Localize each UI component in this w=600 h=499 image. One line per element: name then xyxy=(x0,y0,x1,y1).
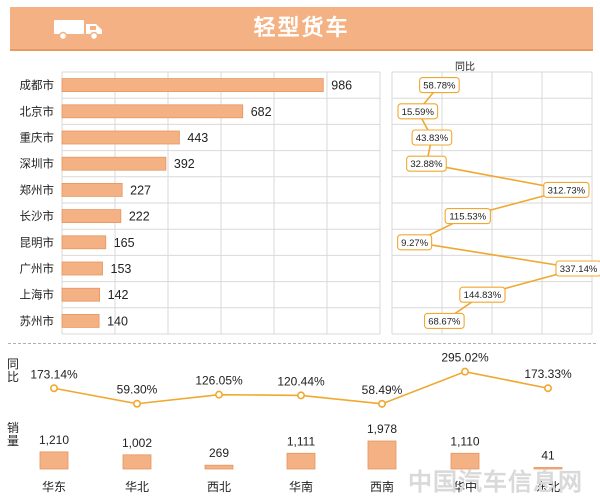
data-point xyxy=(296,391,305,400)
data-label-box xyxy=(444,208,491,225)
sales-side-label: 销 xyxy=(7,421,20,435)
data-label: 144.83% xyxy=(464,290,502,301)
data-label: 682 xyxy=(251,105,272,119)
data-point xyxy=(215,390,224,399)
data-label: 1,210 xyxy=(39,433,69,447)
sales-side-label: 量 xyxy=(7,434,20,448)
data-point xyxy=(49,384,58,393)
data-label-box xyxy=(411,129,453,146)
data-label: 295.02% xyxy=(441,351,489,365)
data-label-box xyxy=(459,286,506,303)
bar xyxy=(533,467,563,470)
yoy-side-label: 比 xyxy=(7,370,20,384)
bar xyxy=(204,464,234,470)
data-label-box xyxy=(543,181,590,198)
category-label: 华北 xyxy=(125,480,149,494)
bar xyxy=(61,287,101,302)
data-label: 1,111 xyxy=(287,434,316,448)
data-label: 68.67% xyxy=(428,316,461,327)
city-yoy-line-chart: 同比 58.78% 15.59% 43.83% 32.88% 312.73% 115.53… xyxy=(391,61,600,335)
data-point xyxy=(377,399,386,408)
category-label: 郑州市 xyxy=(20,183,55,197)
region-chart: 173.14% 59.30% 126.05% 120.44% 58.49% 295.02%… xyxy=(30,351,572,494)
category-label: 深圳市 xyxy=(20,157,55,171)
data-label: 173.14% xyxy=(30,367,78,381)
bar xyxy=(61,130,180,145)
data-label: 227 xyxy=(130,183,151,197)
data-label: 32.88% xyxy=(410,159,443,170)
bar xyxy=(286,452,316,470)
data-label: 165 xyxy=(114,236,135,250)
data-label-box xyxy=(555,260,600,277)
bar xyxy=(39,451,69,470)
data-label: 153 xyxy=(111,262,132,276)
data-label-box xyxy=(397,103,439,120)
bar xyxy=(450,452,480,470)
data-label: 312.73% xyxy=(548,185,586,196)
category-label: 上海市 xyxy=(20,288,55,302)
page-title: 轻型货车 xyxy=(253,15,350,40)
data-label-box xyxy=(423,312,465,329)
data-point xyxy=(133,399,142,408)
category-label: 长沙市 xyxy=(20,209,55,223)
section-divider xyxy=(8,343,596,344)
category-label: 昆明市 xyxy=(20,235,55,249)
data-label: 115.53% xyxy=(449,212,486,223)
data-label: 986 xyxy=(331,79,352,93)
category-label: 西南 xyxy=(370,479,394,494)
watermark: 中国汽车信息网 xyxy=(408,469,583,496)
bar xyxy=(61,156,167,171)
data-label: 140 xyxy=(107,314,128,328)
data-label-box xyxy=(419,77,460,94)
data-point xyxy=(460,367,469,376)
category-label: 华中 xyxy=(453,479,477,494)
yoy-side-label: 同 xyxy=(7,357,20,371)
category-label: 苏州市 xyxy=(20,314,55,328)
data-label: 120.44% xyxy=(277,374,325,388)
data-label: 43.83% xyxy=(416,133,449,144)
category-label: 成都市 xyxy=(20,78,55,92)
title-banner: 轻型货车 xyxy=(10,7,593,51)
bar xyxy=(61,313,100,328)
data-label: 15.59% xyxy=(402,107,435,118)
data-label: 58.78% xyxy=(423,81,456,92)
data-label-box xyxy=(397,234,433,251)
category-label: 广州市 xyxy=(20,262,55,276)
data-label: 1,002 xyxy=(122,436,152,450)
bar xyxy=(61,183,123,197)
data-label: 41 xyxy=(541,449,555,463)
data-label: 337.14% xyxy=(560,264,598,275)
chart-title: 同比 xyxy=(455,61,475,73)
data-label: 59.30% xyxy=(117,383,158,397)
data-label: 1,978 xyxy=(367,422,397,436)
data-label: 1,110 xyxy=(450,434,479,448)
bar xyxy=(61,235,107,250)
data-point xyxy=(543,384,552,393)
category-label: 重庆市 xyxy=(20,131,55,145)
bar xyxy=(61,209,122,224)
data-label: 392 xyxy=(174,157,195,171)
category-label: 北京市 xyxy=(20,104,55,118)
data-label: 142 xyxy=(108,288,129,302)
data-label: 9.27% xyxy=(401,238,428,249)
bar xyxy=(122,454,152,470)
data-label: 269 xyxy=(209,446,229,460)
data-label-box xyxy=(406,155,447,172)
bar xyxy=(367,440,397,470)
data-label: 222 xyxy=(129,210,150,224)
yoy-series-line xyxy=(412,84,579,322)
data-label: 58.49% xyxy=(362,383,403,397)
category-label: 华东 xyxy=(42,480,66,494)
bar xyxy=(61,78,324,93)
bar xyxy=(61,261,103,276)
truck-icon xyxy=(54,20,102,40)
category-label: 西北 xyxy=(207,480,231,494)
data-label: 126.05% xyxy=(195,374,243,388)
category-label: 华南 xyxy=(289,479,313,494)
data-label: 173.33% xyxy=(524,367,572,381)
category-label: 东北 xyxy=(536,480,560,494)
data-label: 443 xyxy=(187,131,208,145)
bar xyxy=(61,104,244,119)
